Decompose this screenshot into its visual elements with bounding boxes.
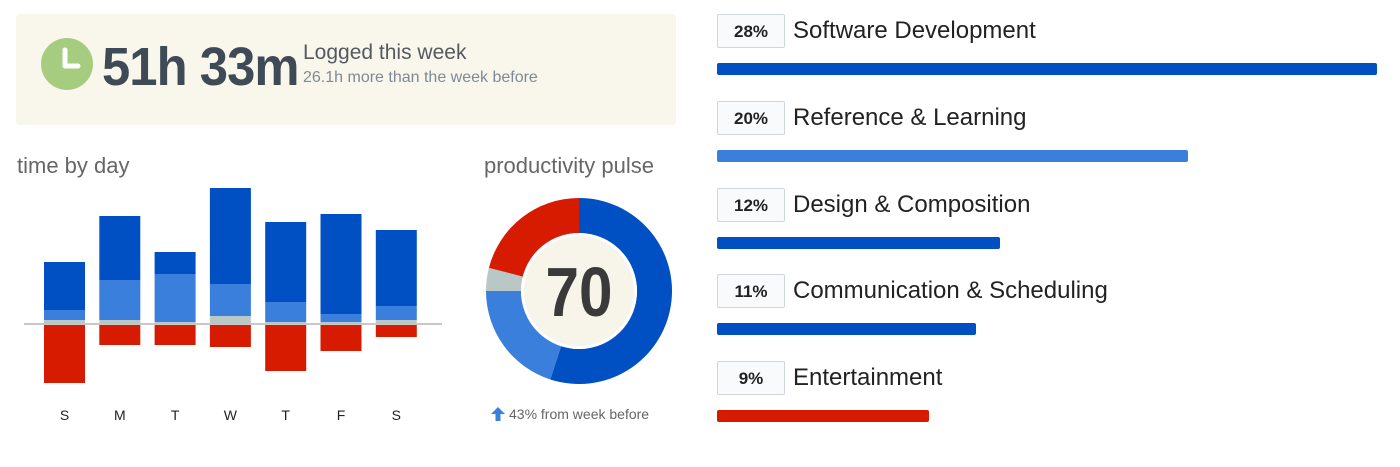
bar-productive — [375, 306, 417, 320]
bar-very-productive — [320, 214, 362, 314]
category-bar — [717, 236, 1000, 249]
bar-productive — [265, 302, 307, 322]
summary-comparison: 26.1h more than the week before — [303, 69, 538, 86]
bar-productive — [154, 274, 196, 322]
bar-unproductive — [265, 325, 307, 371]
productivity-pulse-title: productivity pulse — [484, 153, 654, 178]
category-label: Reference & Learning — [793, 103, 1027, 131]
bar-very-productive — [375, 230, 417, 306]
bar-very-productive — [265, 222, 307, 302]
donut-center — [524, 236, 634, 346]
day-tick-label: T — [171, 407, 180, 423]
bar-unproductive — [209, 325, 251, 347]
arrow-up-icon — [491, 407, 505, 421]
slice-productive — [486, 291, 562, 380]
bar-unproductive — [44, 325, 85, 383]
bar-neutral — [265, 322, 307, 324]
category-percent-badge: 12% — [717, 187, 785, 222]
bar-productive — [44, 310, 85, 320]
bar-very-productive — [44, 262, 85, 310]
category-row: 20% Reference & Learning — [717, 100, 1387, 181]
bar-productive — [320, 314, 362, 322]
day-tick-label: T — [281, 407, 290, 423]
productivity-pulse-donut: 70 — [486, 198, 672, 384]
bar-very-productive — [154, 252, 196, 274]
total-time: 51h 33m — [102, 37, 300, 97]
day-tick-label: W — [224, 407, 238, 423]
category-bar — [717, 410, 930, 423]
day-tick-label: M — [114, 407, 126, 423]
bar-neutral — [99, 320, 141, 324]
pulse-change: 43% from week before — [490, 404, 649, 424]
category-row: 11% Communication & Scheduling — [717, 274, 1387, 354]
bar-unproductive — [99, 325, 141, 345]
category-bar — [717, 149, 1189, 162]
bar-neutral — [209, 316, 251, 324]
category-label: Entertainment — [793, 364, 943, 392]
bar-productive — [99, 280, 141, 320]
bar-unproductive — [375, 325, 417, 337]
category-label: Design & Composition — [793, 190, 1031, 218]
bar-neutral — [375, 320, 417, 324]
category-percent-badge: 11% — [717, 274, 785, 309]
summary-label: Logged this week — [303, 41, 467, 64]
category-row: 28% Software Development — [717, 14, 1387, 94]
bar-neutral — [44, 320, 85, 324]
pulse-change-text: 43% from week before — [509, 406, 650, 422]
bar-neutral — [320, 322, 362, 324]
day-tick-label: F — [337, 407, 346, 423]
category-bar — [717, 63, 1377, 75]
slice-unproductive — [488, 198, 579, 277]
category-percent-badge: 20% — [717, 100, 785, 135]
bar-unproductive — [154, 325, 196, 345]
category-label: Software Development — [793, 17, 1036, 44]
category-label: Communication & Scheduling — [793, 277, 1108, 305]
category-row: 12% Design & Composition — [717, 187, 1387, 268]
day-tick-label: S — [60, 407, 69, 423]
time-by-day-title: time by day — [17, 153, 130, 178]
bar-unproductive — [320, 325, 362, 351]
bar-productive — [209, 284, 251, 316]
category-row: 9% Entertainment — [717, 361, 1387, 441]
pulse-score: 70 — [546, 253, 613, 331]
bar-very-productive — [209, 188, 251, 284]
bar-neutral — [154, 322, 196, 324]
category-percent-badge: 9% — [717, 361, 785, 396]
clock-icon — [41, 38, 93, 90]
bar-very-productive — [99, 216, 141, 280]
day-tick-label: S — [392, 407, 401, 423]
category-percent-badge: 28% — [717, 14, 785, 48]
slice-very-productive — [550, 198, 672, 384]
slice-neutral — [486, 267, 523, 291]
weekly-summary: 51h 33m Logged this week 26.1h more than… — [16, 14, 676, 125]
category-bar — [717, 323, 977, 336]
